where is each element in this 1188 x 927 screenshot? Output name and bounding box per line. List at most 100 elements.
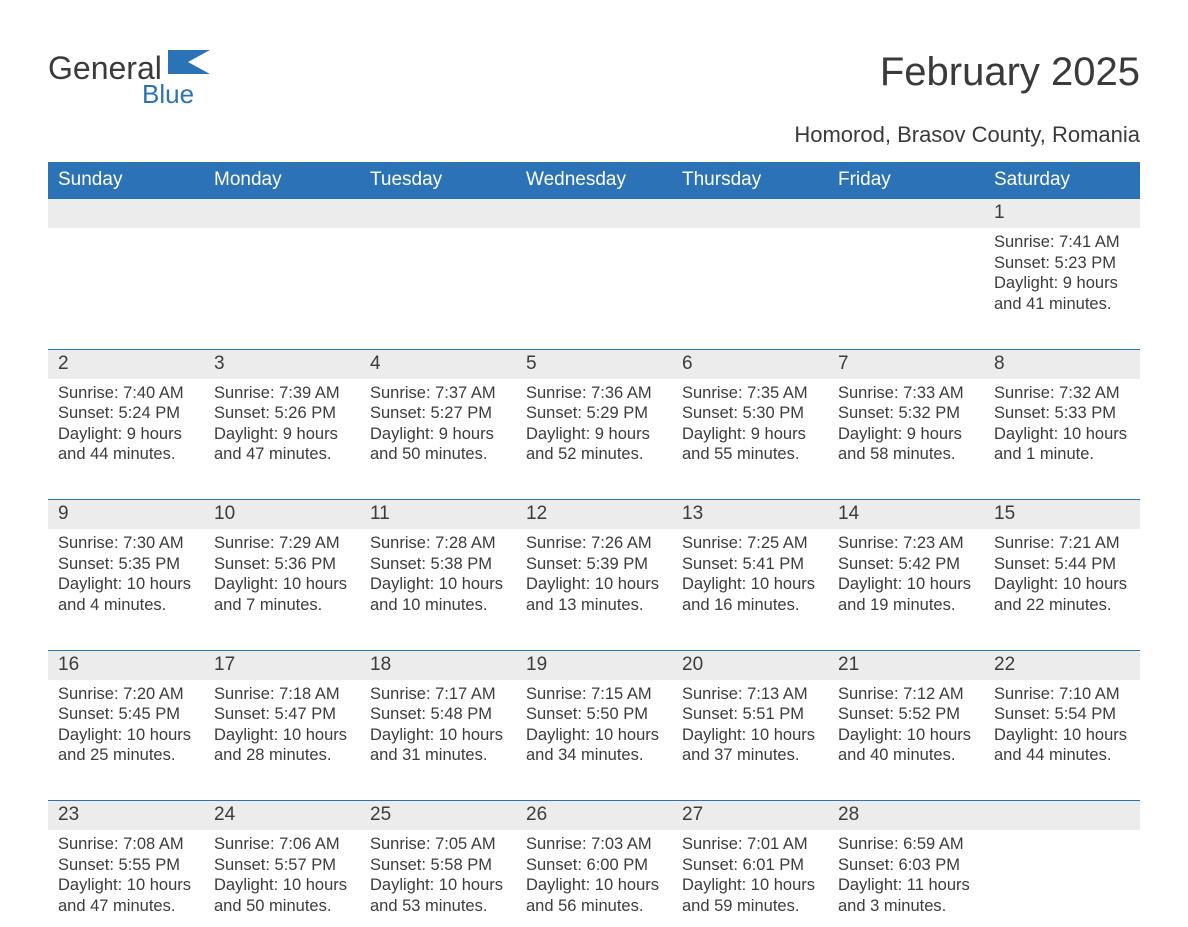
calendar-body: 1Sunrise: 7:41 AMSunset: 5:23 PMDaylight… bbox=[48, 199, 1140, 927]
day-details bbox=[984, 830, 1140, 927]
daylight-text: Daylight: 9 hours and 44 minutes. bbox=[58, 424, 194, 465]
daylight-text: Daylight: 10 hours and 47 minutes. bbox=[58, 875, 194, 916]
day-number: 10 bbox=[204, 500, 360, 530]
day-details: Sunrise: 7:15 AMSunset: 5:50 PMDaylight:… bbox=[516, 680, 672, 801]
sunrise-text: Sunrise: 7:20 AM bbox=[58, 684, 194, 705]
sunset-text: Sunset: 5:57 PM bbox=[214, 855, 350, 876]
daylight-text: Daylight: 9 hours and 47 minutes. bbox=[214, 424, 350, 465]
day-details: Sunrise: 7:32 AMSunset: 5:33 PMDaylight:… bbox=[984, 379, 1140, 500]
day-details: Sunrise: 7:13 AMSunset: 5:51 PMDaylight:… bbox=[672, 680, 828, 801]
sunset-text: Sunset: 5:32 PM bbox=[838, 403, 974, 424]
sunrise-text: Sunrise: 7:01 AM bbox=[682, 834, 818, 855]
title-block: February 2025 bbox=[880, 50, 1140, 95]
sunrise-text: Sunrise: 7:37 AM bbox=[370, 383, 506, 404]
sunset-text: Sunset: 5:44 PM bbox=[994, 554, 1130, 575]
daynum-row: 9101112131415 bbox=[48, 500, 1140, 530]
daylight-text: Daylight: 11 hours and 3 minutes. bbox=[838, 875, 974, 916]
sunset-text: Sunset: 5:36 PM bbox=[214, 554, 350, 575]
day-number: 26 bbox=[516, 801, 672, 831]
sunrise-text: Sunrise: 7:29 AM bbox=[214, 533, 350, 554]
sunset-text: Sunset: 6:03 PM bbox=[838, 855, 974, 876]
daylight-text: Daylight: 10 hours and 50 minutes. bbox=[214, 875, 350, 916]
daylight-text: Daylight: 10 hours and 4 minutes. bbox=[58, 574, 194, 615]
daylight-text: Daylight: 10 hours and 40 minutes. bbox=[838, 725, 974, 766]
day-number: 17 bbox=[204, 650, 360, 680]
day-number: 20 bbox=[672, 650, 828, 680]
sunset-text: Sunset: 5:29 PM bbox=[526, 403, 662, 424]
sunset-text: Sunset: 5:23 PM bbox=[994, 253, 1130, 274]
day-details bbox=[516, 228, 672, 349]
day-number: 13 bbox=[672, 500, 828, 530]
day-details: Sunrise: 7:41 AMSunset: 5:23 PMDaylight:… bbox=[984, 228, 1140, 349]
weekday-header: Friday bbox=[828, 162, 984, 199]
sunrise-text: Sunrise: 7:03 AM bbox=[526, 834, 662, 855]
day-details: Sunrise: 7:23 AMSunset: 5:42 PMDaylight:… bbox=[828, 529, 984, 650]
weekday-header: Monday bbox=[204, 162, 360, 199]
flag-icon bbox=[168, 50, 210, 79]
daylight-text: Daylight: 9 hours and 50 minutes. bbox=[370, 424, 506, 465]
day-number: 27 bbox=[672, 801, 828, 831]
day-number: 28 bbox=[828, 801, 984, 831]
weekday-header: Sunday bbox=[48, 162, 204, 199]
day-details: Sunrise: 6:59 AMSunset: 6:03 PMDaylight:… bbox=[828, 830, 984, 927]
detail-row: Sunrise: 7:08 AMSunset: 5:55 PMDaylight:… bbox=[48, 830, 1140, 927]
sunset-text: Sunset: 5:47 PM bbox=[214, 704, 350, 725]
day-number bbox=[672, 199, 828, 228]
daylight-text: Daylight: 10 hours and 37 minutes. bbox=[682, 725, 818, 766]
day-number: 21 bbox=[828, 650, 984, 680]
day-number: 11 bbox=[360, 500, 516, 530]
daylight-text: Daylight: 10 hours and 28 minutes. bbox=[214, 725, 350, 766]
header: General Blue February 2025 bbox=[48, 50, 1140, 110]
daylight-text: Daylight: 9 hours and 52 minutes. bbox=[526, 424, 662, 465]
sunset-text: Sunset: 5:38 PM bbox=[370, 554, 506, 575]
sunset-text: Sunset: 5:41 PM bbox=[682, 554, 818, 575]
day-number: 1 bbox=[984, 199, 1140, 228]
detail-row: Sunrise: 7:40 AMSunset: 5:24 PMDaylight:… bbox=[48, 379, 1140, 500]
sunset-text: Sunset: 5:50 PM bbox=[526, 704, 662, 725]
sunrise-text: Sunrise: 7:21 AM bbox=[994, 533, 1130, 554]
sunrise-text: Sunrise: 7:39 AM bbox=[214, 383, 350, 404]
daylight-text: Daylight: 10 hours and 53 minutes. bbox=[370, 875, 506, 916]
daylight-text: Daylight: 10 hours and 16 minutes. bbox=[682, 574, 818, 615]
daylight-text: Daylight: 10 hours and 22 minutes. bbox=[994, 574, 1130, 615]
sunset-text: Sunset: 5:54 PM bbox=[994, 704, 1130, 725]
day-number bbox=[48, 199, 204, 228]
weekday-header: Tuesday bbox=[360, 162, 516, 199]
sunrise-text: Sunrise: 7:06 AM bbox=[214, 834, 350, 855]
sunrise-text: Sunrise: 7:25 AM bbox=[682, 533, 818, 554]
sunrise-text: Sunrise: 7:08 AM bbox=[58, 834, 194, 855]
day-details: Sunrise: 7:29 AMSunset: 5:36 PMDaylight:… bbox=[204, 529, 360, 650]
day-details: Sunrise: 7:37 AMSunset: 5:27 PMDaylight:… bbox=[360, 379, 516, 500]
sunset-text: Sunset: 5:42 PM bbox=[838, 554, 974, 575]
weekday-header: Saturday bbox=[984, 162, 1140, 199]
day-number bbox=[984, 801, 1140, 831]
sunset-text: Sunset: 5:26 PM bbox=[214, 403, 350, 424]
detail-row: Sunrise: 7:30 AMSunset: 5:35 PMDaylight:… bbox=[48, 529, 1140, 650]
daylight-text: Daylight: 10 hours and 31 minutes. bbox=[370, 725, 506, 766]
day-number bbox=[204, 199, 360, 228]
calendar-table: Sunday Monday Tuesday Wednesday Thursday… bbox=[48, 162, 1140, 927]
weekday-header: Thursday bbox=[672, 162, 828, 199]
day-number: 4 bbox=[360, 349, 516, 379]
weekday-header-row: Sunday Monday Tuesday Wednesday Thursday… bbox=[48, 162, 1140, 199]
sunset-text: Sunset: 5:51 PM bbox=[682, 704, 818, 725]
day-details: Sunrise: 7:33 AMSunset: 5:32 PMDaylight:… bbox=[828, 379, 984, 500]
day-number: 22 bbox=[984, 650, 1140, 680]
day-details: Sunrise: 7:26 AMSunset: 5:39 PMDaylight:… bbox=[516, 529, 672, 650]
day-details: Sunrise: 7:40 AMSunset: 5:24 PMDaylight:… bbox=[48, 379, 204, 500]
day-number: 16 bbox=[48, 650, 204, 680]
day-details: Sunrise: 7:36 AMSunset: 5:29 PMDaylight:… bbox=[516, 379, 672, 500]
sunrise-text: Sunrise: 7:05 AM bbox=[370, 834, 506, 855]
day-number: 6 bbox=[672, 349, 828, 379]
day-number: 3 bbox=[204, 349, 360, 379]
daylight-text: Daylight: 10 hours and 13 minutes. bbox=[526, 574, 662, 615]
day-number: 8 bbox=[984, 349, 1140, 379]
sunrise-text: Sunrise: 7:17 AM bbox=[370, 684, 506, 705]
sunset-text: Sunset: 5:24 PM bbox=[58, 403, 194, 424]
daylight-text: Daylight: 10 hours and 59 minutes. bbox=[682, 875, 818, 916]
day-details: Sunrise: 7:30 AMSunset: 5:35 PMDaylight:… bbox=[48, 529, 204, 650]
daylight-text: Daylight: 10 hours and 34 minutes. bbox=[526, 725, 662, 766]
day-number: 14 bbox=[828, 500, 984, 530]
daynum-row: 232425262728 bbox=[48, 801, 1140, 831]
day-details: Sunrise: 7:21 AMSunset: 5:44 PMDaylight:… bbox=[984, 529, 1140, 650]
